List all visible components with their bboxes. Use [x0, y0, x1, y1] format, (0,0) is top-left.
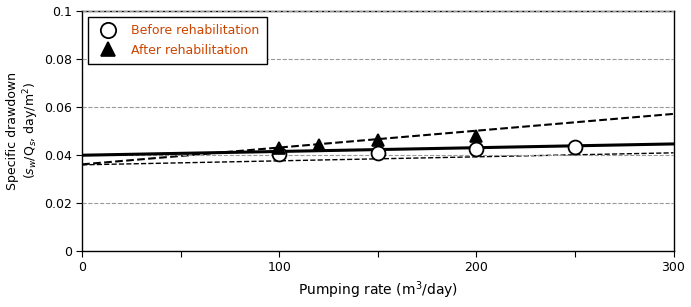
X-axis label: Pumping rate (m$^3$/day): Pumping rate (m$^3$/day)	[298, 280, 458, 301]
Y-axis label: Specific drawdown
($s_w$/Q$_s$, day/m$^2$): Specific drawdown ($s_w$/Q$_s$, day/m$^2…	[6, 72, 41, 190]
Legend: Before rehabilitation, After rehabilitation: Before rehabilitation, After rehabilitat…	[88, 17, 267, 64]
